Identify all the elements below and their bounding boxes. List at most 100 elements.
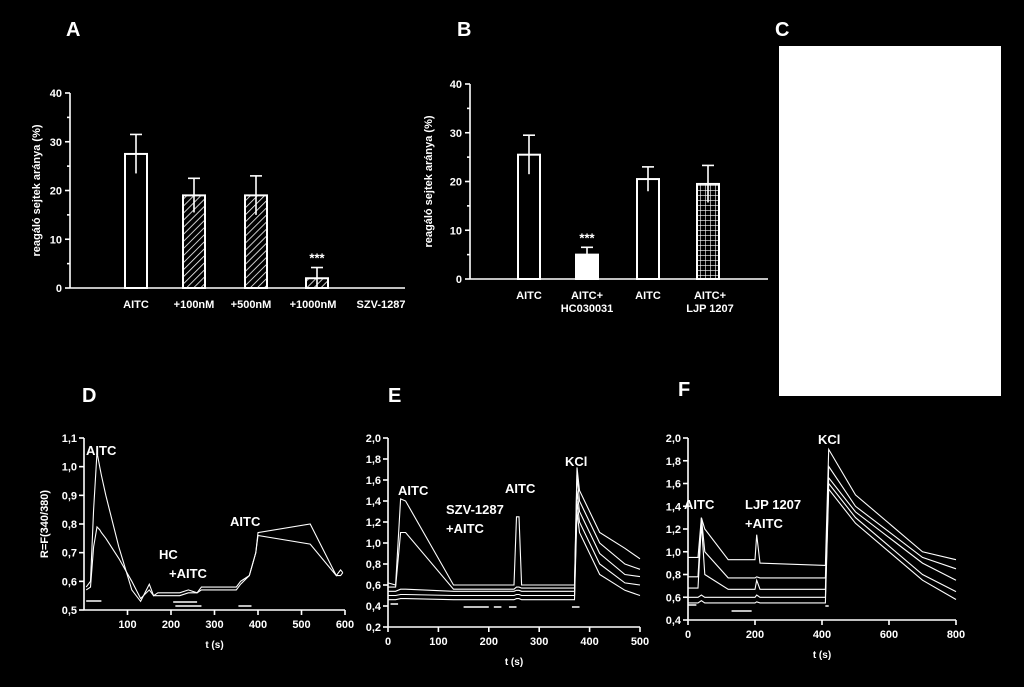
annotation-label: AITC xyxy=(505,481,536,496)
y-tick-label: 1,0 xyxy=(62,462,77,474)
annotation-label: +AITC xyxy=(745,516,784,531)
y-tick-label: 40 xyxy=(50,88,62,100)
trace-line xyxy=(387,467,641,586)
y-tick-label: 20 xyxy=(50,186,62,198)
x-tick-label: 400 xyxy=(580,636,598,648)
x-tick-label: 200 xyxy=(746,629,764,641)
category-label: LJP 1207 xyxy=(686,303,734,315)
bar xyxy=(636,178,660,280)
y-tick-label: 10 xyxy=(50,234,62,246)
y-tick-label: 1,2 xyxy=(666,524,681,536)
panel-label-e: E xyxy=(388,385,401,407)
y-tick-label: 0,7 xyxy=(62,548,77,560)
x-axis-label: t (s) xyxy=(813,650,831,661)
category-label: AITC xyxy=(516,290,542,302)
trace-line xyxy=(388,490,641,592)
trace-line xyxy=(688,464,957,579)
annotation-label: AITC xyxy=(230,514,261,529)
x-tick-label: 500 xyxy=(631,636,649,648)
y-tick-label: 30 xyxy=(450,128,462,140)
y-tick-label: 0,6 xyxy=(666,592,681,604)
x-tick-label: 600 xyxy=(880,629,898,641)
y-tick-label: 0,4 xyxy=(666,615,682,627)
panel-label-f: F xyxy=(678,379,690,401)
chart-b: 0 10 20 30 40 reagáló sejtek aránya (%) AITC AI… xyxy=(423,79,768,315)
y-axis-label: reagáló sejtek aránya (%) xyxy=(423,115,435,247)
category-label: AITC+ xyxy=(694,290,726,302)
y-tick-label: 1,6 xyxy=(366,475,381,487)
y-tick-label: 0 xyxy=(456,274,462,286)
trace-line xyxy=(688,487,957,604)
trace-line xyxy=(85,452,344,603)
y-tick-label: 0,8 xyxy=(666,570,681,582)
chart-e: 0,2 0,4 0,6 0,8 1,0 1,2 1,4 1,6 1,8 2,0 0 100 200 300… xyxy=(366,433,649,668)
bar xyxy=(124,152,148,289)
y-tick-label: 0,6 xyxy=(62,576,77,588)
annotation-label: +AITC xyxy=(169,566,208,581)
trace-line xyxy=(688,447,957,566)
significance-label: *** xyxy=(579,230,595,245)
y-tick-label: 1,6 xyxy=(666,479,681,491)
x-tick-label: 400 xyxy=(813,629,831,641)
panel-label-d: D xyxy=(82,385,96,407)
bar xyxy=(575,253,599,280)
x-tick-label: 800 xyxy=(947,629,965,641)
annotation-label: KCl xyxy=(565,454,587,469)
trace-line xyxy=(388,511,641,601)
x-tick-label: 300 xyxy=(205,619,223,631)
y-tick-label: 40 xyxy=(450,79,462,91)
annotation-label: HC xyxy=(159,547,178,562)
panel-label-a: A xyxy=(66,19,80,41)
x-tick-label: 500 xyxy=(292,619,310,631)
category-label: +100nM xyxy=(174,299,215,311)
annotation-label: KCl xyxy=(818,432,840,447)
y-tick-label: 0,8 xyxy=(366,559,381,571)
y-tick-label: 10 xyxy=(450,225,462,237)
annotation-label: AITC xyxy=(86,443,117,458)
y-tick-label: 2,0 xyxy=(366,433,381,445)
y-tick-label: 0,2 xyxy=(366,622,381,634)
y-tick-label: 0,4 xyxy=(366,601,382,613)
x-tick-label: 200 xyxy=(162,619,180,631)
trace-line xyxy=(388,500,641,597)
y-axis-label: R=F(340/380) xyxy=(39,490,51,559)
category-label: AITC xyxy=(635,290,661,302)
y-tick-label: 1,8 xyxy=(366,454,381,466)
annotation-label: SZV-1287 xyxy=(446,502,504,517)
category-label: AITC+ xyxy=(571,290,603,302)
y-tick-label: 1,8 xyxy=(666,456,681,468)
x-tick-label: 100 xyxy=(429,636,447,648)
chart-a: 0 10 20 30 40 reagáló sejtek aránya (%) AITC +1… xyxy=(31,88,405,311)
trace-line xyxy=(85,525,344,600)
y-tick-label: 0,6 xyxy=(366,580,381,592)
x-axis-label: t (s) xyxy=(505,657,523,668)
category-label: AITC xyxy=(123,299,149,311)
trace-line xyxy=(688,476,957,590)
x-tick-label: 600 xyxy=(336,619,354,631)
annotation-label: LJP 1207 xyxy=(745,497,801,512)
y-tick-label: 2,0 xyxy=(666,433,681,445)
y-tick-label: 0 xyxy=(56,283,62,295)
y-tick-label: 20 xyxy=(450,177,462,189)
y-tick-label: 1,4 xyxy=(666,501,682,513)
category-label: HC030031 xyxy=(561,303,614,315)
y-tick-label: 30 xyxy=(50,137,62,149)
category-label: +500nM xyxy=(231,299,272,311)
y-tick-label: 1,0 xyxy=(366,538,381,550)
chart-d: 0,5 0,6 0,7 0,8 0,9 1,0 1,1 100 200 300 400 500 600 t… xyxy=(39,433,354,651)
panel-label-c: C xyxy=(775,19,789,41)
y-tick-label: 1,1 xyxy=(62,433,77,445)
x-tick-label: 0 xyxy=(685,629,691,641)
y-tick-label: 0,5 xyxy=(62,605,77,617)
y-tick-label: 1,4 xyxy=(366,496,382,508)
annotation-label: +AITC xyxy=(446,521,485,536)
trace-line xyxy=(688,481,957,598)
y-axis-label: reagáló sejtek aránya (%) xyxy=(31,124,43,256)
x-tick-label: 300 xyxy=(530,636,548,648)
annotation-label: AITC xyxy=(684,497,715,512)
x-axis-label: t (s) xyxy=(205,640,223,651)
chart-f: 0,4 0,6 0,8 1,0 1,2 1,4 1,6 1,8 2,0 0 200 400 600 800… xyxy=(666,432,965,661)
y-tick-label: 1,0 xyxy=(666,547,681,559)
significance-label: *** xyxy=(309,251,325,266)
